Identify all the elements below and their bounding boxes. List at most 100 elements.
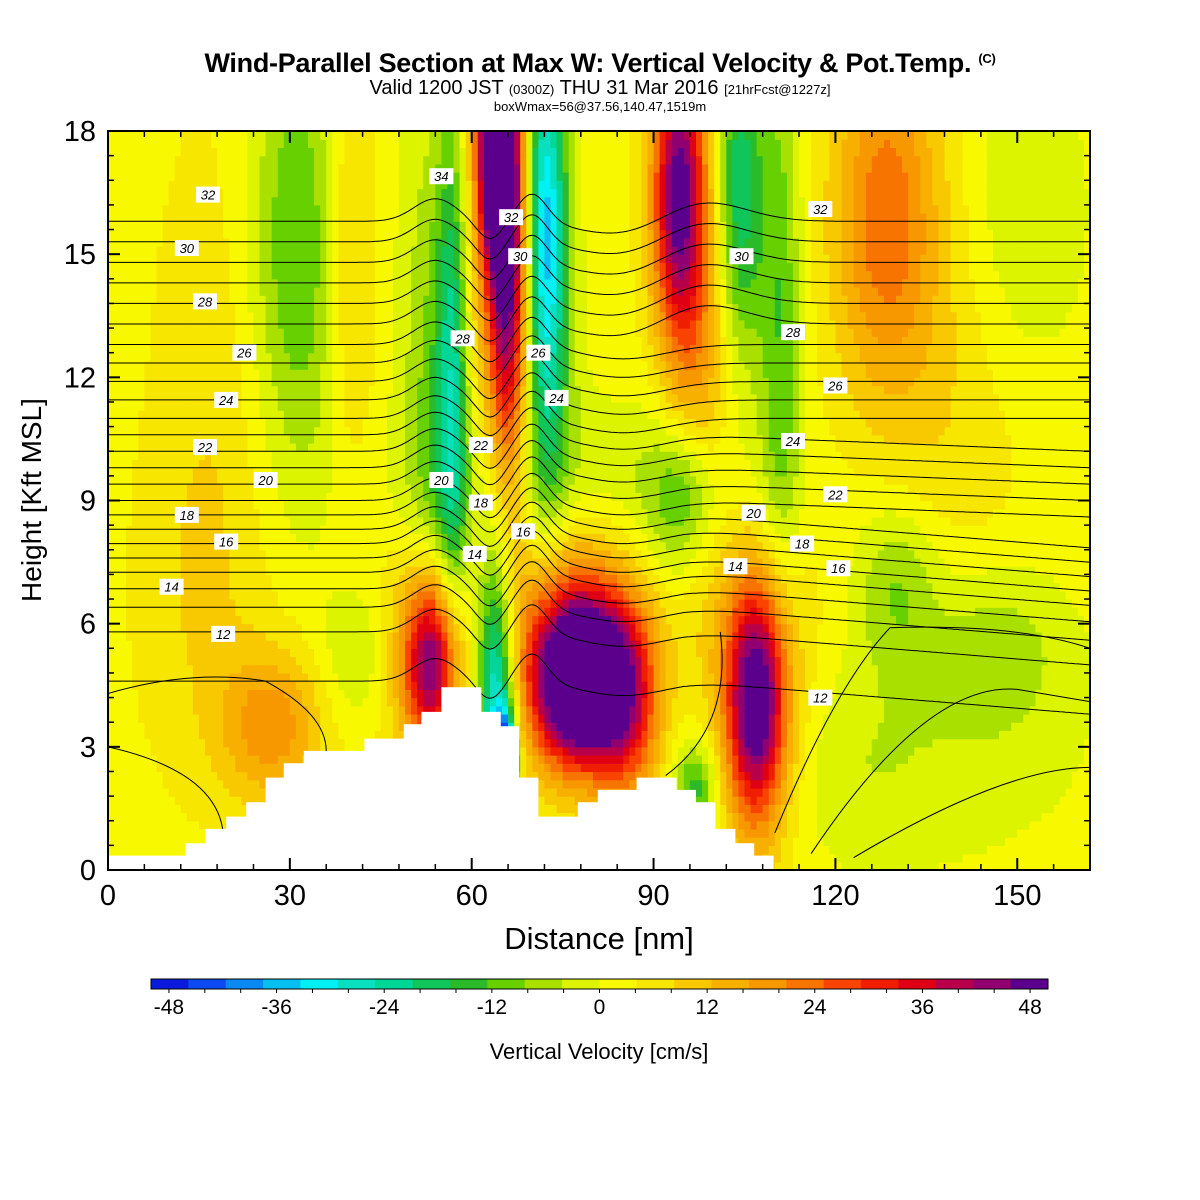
velocity-cell (811, 656, 818, 666)
velocity-cell (138, 730, 145, 740)
velocity-cell (168, 779, 176, 789)
velocity-cell (792, 755, 800, 764)
velocity-cell (580, 738, 588, 748)
velocity-cell (271, 738, 279, 748)
velocity-cell (1041, 755, 1049, 764)
velocity-cell (574, 763, 582, 773)
velocity-cell (1011, 861, 1018, 870)
velocity-cell (556, 804, 564, 814)
velocity-cell (714, 623, 721, 633)
velocity-cell (835, 804, 843, 814)
velocity-cell (132, 787, 139, 797)
velocity-cell (1023, 705, 1030, 715)
velocity-cell (186, 828, 194, 838)
velocity-cell (1077, 820, 1085, 830)
velocity-cell (229, 648, 236, 658)
velocity-cell (902, 640, 909, 649)
velocity-cell (762, 705, 770, 715)
velocity-cell (756, 640, 764, 649)
velocity-cell (150, 779, 158, 789)
velocity-cell (108, 812, 115, 822)
velocity-cell (126, 615, 133, 625)
velocity-cell (1059, 820, 1067, 830)
velocity-cell (198, 689, 206, 699)
velocity-cell (1023, 689, 1030, 699)
velocity-cell (1017, 730, 1024, 740)
velocity-cell (332, 738, 339, 748)
velocity-cell (1071, 861, 1079, 870)
velocity-cell (744, 697, 752, 707)
velocity-cell (756, 705, 764, 715)
velocity-cell (562, 738, 570, 748)
velocity-cell (259, 730, 267, 740)
velocity-cell (805, 861, 812, 870)
velocity-cell (683, 705, 691, 715)
velocity-cell (647, 746, 655, 756)
velocity-cell (283, 648, 291, 658)
title-block: Wind-Parallel Section at Max W: Vertical… (0, 44, 1200, 114)
velocity-cell (1053, 656, 1061, 666)
velocity-cell (859, 689, 867, 699)
velocity-cell (732, 697, 740, 707)
velocity-cell (556, 755, 564, 764)
velocity-cell (841, 837, 849, 846)
velocity-cell (332, 672, 339, 682)
velocity-cell (841, 664, 849, 674)
velocity-cell (841, 705, 849, 715)
velocity-cell (326, 640, 333, 649)
velocity-cell (635, 623, 643, 633)
velocity-cell (599, 738, 606, 748)
velocity-cell (1071, 837, 1079, 846)
velocity-cell (962, 722, 970, 732)
velocity-cell (993, 697, 1000, 707)
velocity-cell (259, 705, 267, 715)
velocity-cell (720, 738, 727, 748)
velocity-cell (1059, 787, 1067, 797)
velocity-cell (562, 672, 570, 682)
velocity-cell (932, 746, 940, 756)
velocity-cell (780, 779, 788, 789)
velocity-cell (544, 640, 552, 649)
velocity-cell (732, 623, 740, 633)
velocity-cell (902, 853, 909, 863)
velocity-cell (229, 796, 236, 805)
velocity-cell (168, 828, 176, 838)
velocity-cell (132, 804, 139, 814)
velocity-cell (1029, 837, 1037, 846)
velocity-cell (677, 755, 685, 764)
velocity-cell (192, 656, 200, 666)
velocity-cell (780, 722, 788, 732)
velocity-cell (120, 615, 127, 625)
velocity-cell (993, 738, 1000, 748)
velocity-cell (871, 623, 879, 633)
velocity-cell (841, 697, 849, 707)
velocity-cell (1005, 828, 1012, 838)
velocity-cell (841, 787, 849, 797)
velocity-cell (138, 771, 145, 781)
velocity-cell (580, 656, 588, 666)
velocity-cell (259, 787, 267, 797)
velocity-cell (665, 648, 673, 658)
velocity-cell (277, 746, 285, 756)
velocity-cell (362, 623, 370, 633)
velocity-cell (1065, 681, 1073, 690)
velocity-cell (1029, 853, 1037, 863)
velocity-cell (889, 689, 897, 699)
velocity-cell (932, 664, 940, 674)
velocity-cell (168, 648, 176, 658)
velocity-cell (362, 681, 370, 690)
velocity-cell (859, 828, 867, 838)
velocity-cell (823, 853, 830, 863)
velocity-cell (562, 623, 570, 633)
velocity-cell (211, 730, 218, 740)
velocity-cell (162, 664, 170, 674)
velocity-cell (659, 722, 667, 732)
velocity-cell (198, 615, 206, 625)
velocity-cell (599, 623, 606, 633)
velocity-cell (259, 640, 267, 649)
velocity-cell (229, 771, 236, 781)
velocity-cell (574, 672, 582, 682)
velocity-cell (653, 615, 661, 625)
velocity-cell (647, 705, 655, 715)
velocity-cell (762, 763, 770, 773)
